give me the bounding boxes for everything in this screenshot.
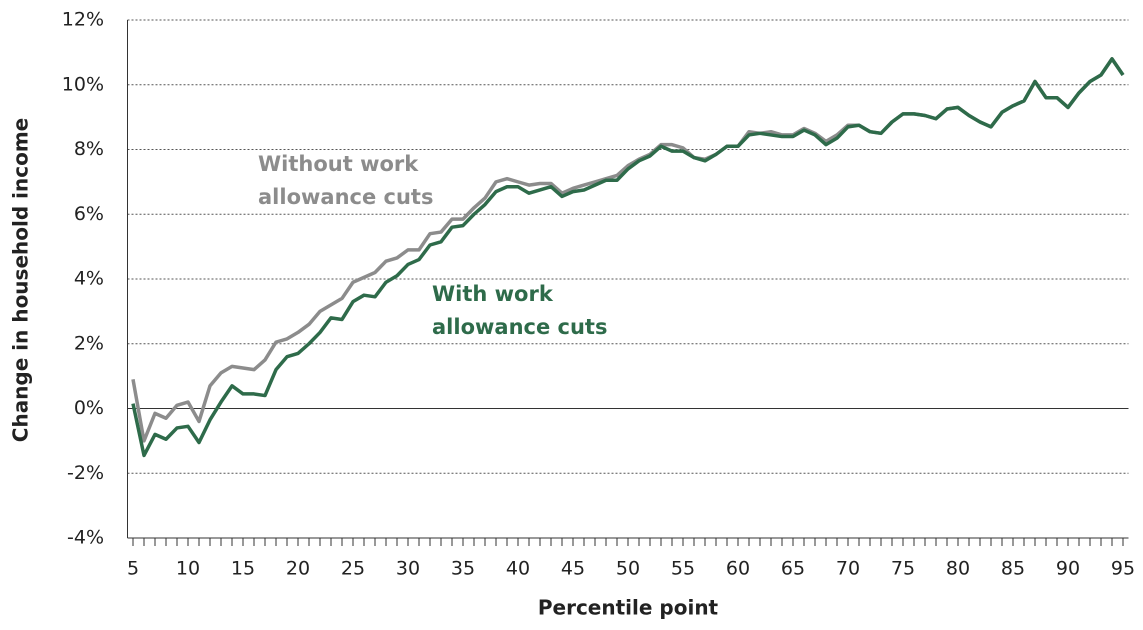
y-tick-label: -4% — [67, 527, 104, 549]
x-tick-label: 30 — [396, 558, 420, 580]
x-tick-label: 50 — [616, 558, 640, 580]
x-axis-title: Percentile point — [538, 596, 719, 620]
x-tick-label: 10 — [176, 558, 200, 580]
x-tick-label: 85 — [1001, 558, 1025, 580]
x-tick-label: 45 — [561, 558, 585, 580]
x-tick-label: 80 — [946, 558, 970, 580]
x-tick-label: 40 — [506, 558, 530, 580]
x-tick-label: 75 — [891, 558, 915, 580]
x-tick-label: 25 — [341, 558, 365, 580]
series-label-line: allowance cuts — [432, 315, 607, 339]
x-tick-label: 55 — [671, 558, 695, 580]
series-label-line: With work — [432, 282, 554, 306]
x-tick-label: 60 — [726, 558, 750, 580]
series-label-line: allowance cuts — [258, 185, 433, 209]
y-tick-label: 10% — [62, 73, 104, 95]
x-tick-label: 95 — [1111, 558, 1135, 580]
x-tick-label: 20 — [286, 558, 310, 580]
x-tick-label: 70 — [836, 558, 860, 580]
y-tick-label: 0% — [74, 397, 104, 419]
x-tick-label: 5 — [127, 558, 139, 580]
x-tick-label: 90 — [1056, 558, 1080, 580]
x-tick-label: 35 — [451, 558, 475, 580]
y-tick-label: 6% — [74, 203, 104, 225]
series-line — [131, 57, 1125, 458]
y-tick-label: 12% — [62, 9, 104, 31]
series-label: Without work allowance cuts — [258, 152, 433, 209]
x-tick-label: 65 — [781, 558, 805, 580]
y-tick-label: 2% — [74, 332, 104, 354]
y-tick-label: 4% — [74, 268, 104, 290]
x-tick-label: 15 — [231, 558, 255, 580]
series-line — [131, 57, 1125, 443]
y-axis-title: Change in household income — [9, 118, 33, 442]
series-label-line: Without work — [258, 152, 419, 176]
y-tick-label: -2% — [67, 462, 104, 484]
series-label: With work allowance cuts — [432, 282, 607, 339]
y-tick-label: 8% — [74, 138, 104, 160]
